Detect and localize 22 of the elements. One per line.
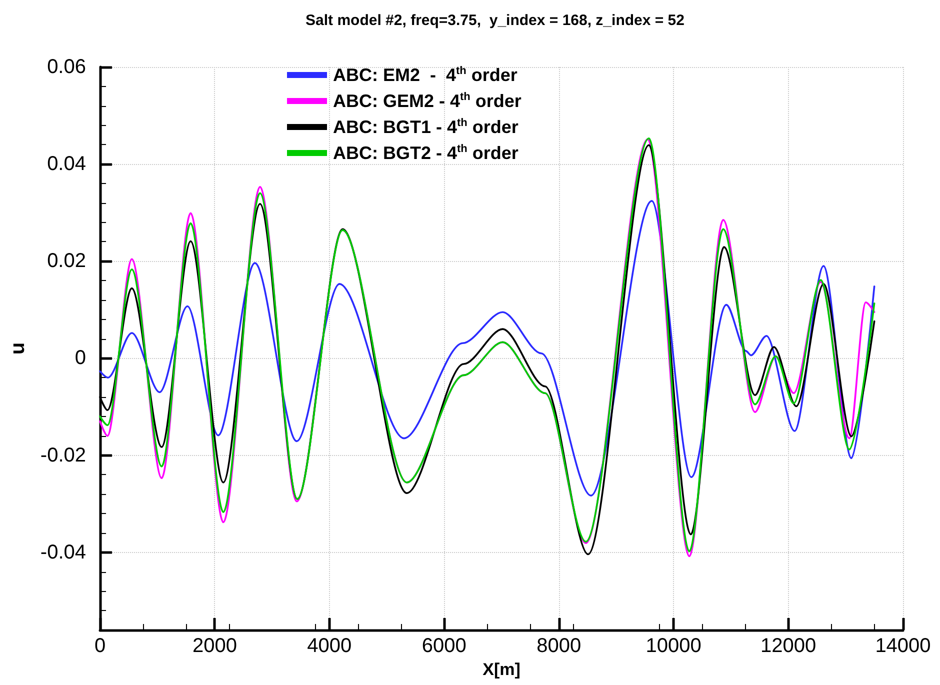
x-tick-label: 2000 [192,635,237,657]
y-tick-label: 0.02 [47,250,86,272]
legend-label: ABC: EM2 - 4$^{th}$ order [333,64,518,86]
x-tick-label: 4000 [307,635,352,657]
legend-label: ABC: GEM2 - 4$^{th}$ order [333,90,522,112]
x-tick-label: 12000 [760,635,816,657]
y-axis-title: u [7,342,29,355]
y-tick-label: 0 [74,347,86,370]
x-tick-label: 6000 [422,635,466,657]
y-tick-label: 0.04 [47,153,86,176]
x-tick-label: 14000 [875,635,931,657]
x-axis-title: X[m] [482,660,520,679]
x-tick-label: 10000 [646,635,702,657]
x-tick-label: 8000 [536,635,582,657]
legend-label: ABC: BGT2 - 4$^{th}$ order [333,142,518,164]
chart-title: Salt model #2, freq=3.75, y_index = 168, z_index = 52 [306,12,684,29]
x-tick-label: 0 [94,635,106,657]
legend-label: ABC: BGT1 - 4$^{th}$ order [333,116,518,138]
y-tick-label: -0.04 [40,541,86,564]
y-tick-label: -0.02 [40,444,86,466]
y-tick-label: 0.06 [47,56,86,78]
line-series [99,200,876,496]
